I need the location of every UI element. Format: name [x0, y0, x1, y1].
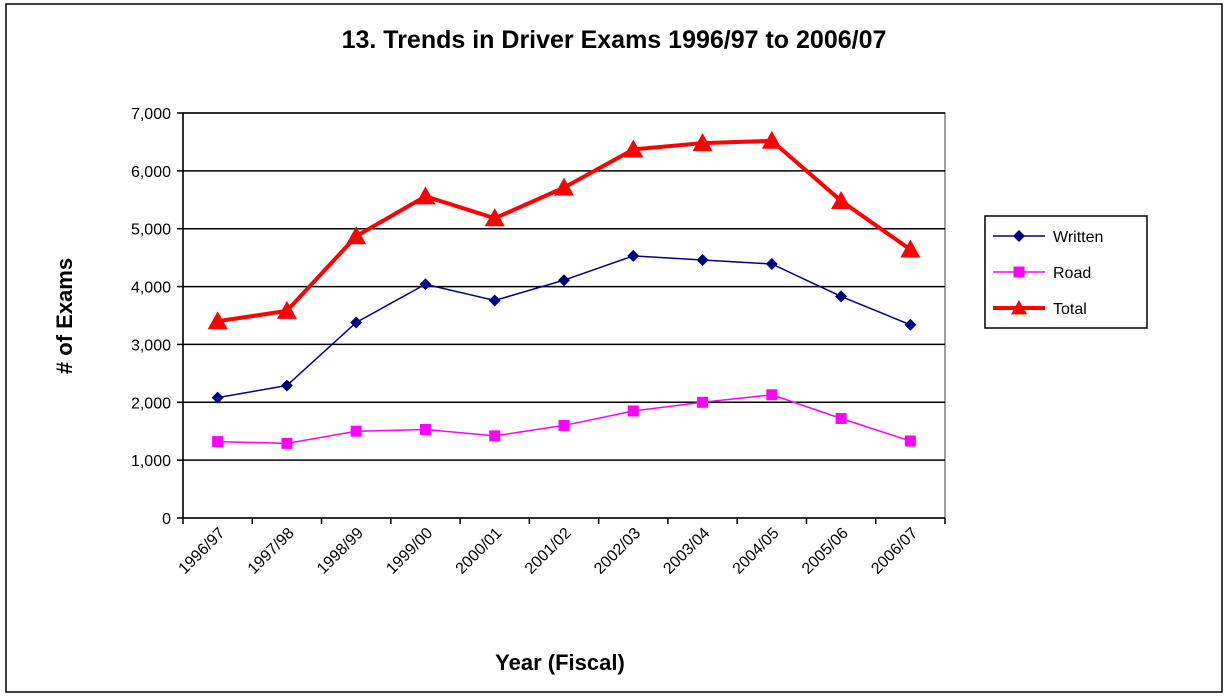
marker [904, 318, 917, 331]
chart-title: 13. Trends in Driver Exams 1996/97 to 20… [342, 26, 887, 54]
marker [488, 294, 501, 307]
marker [554, 177, 574, 196]
marker [835, 290, 848, 303]
y-tick-label: 1,000 [131, 453, 171, 470]
marker [419, 423, 431, 435]
marker [558, 274, 570, 287]
legend-marker [1013, 266, 1025, 278]
marker [696, 253, 709, 266]
plot-area [182, 112, 946, 519]
marker [692, 133, 713, 152]
marker [484, 208, 505, 227]
legend-marker [1011, 300, 1027, 315]
marker [900, 239, 921, 258]
marker [280, 379, 293, 392]
marker [489, 430, 501, 442]
marker [765, 258, 778, 271]
y-tick-label: 7,000 [131, 106, 171, 123]
y-tick-label: 6,000 [131, 164, 171, 181]
legend-label: Total [1053, 301, 1087, 318]
marker [207, 311, 228, 330]
legend-marker [1013, 230, 1025, 242]
marker [276, 300, 297, 319]
marker [627, 405, 639, 417]
marker [281, 437, 293, 449]
y-tick-label: 5,000 [131, 222, 171, 239]
legend-label: Written [1053, 229, 1103, 246]
y-tick-label: 4,000 [131, 280, 171, 297]
marker [415, 186, 436, 205]
marker [558, 419, 570, 431]
marker [350, 425, 362, 437]
marker [623, 139, 644, 158]
marker [346, 226, 367, 245]
marker [350, 316, 363, 329]
y-tick-label: 2,000 [131, 395, 171, 412]
marker [761, 130, 782, 149]
x-axis-title: Year (Fiscal) [495, 650, 625, 675]
marker [835, 412, 847, 424]
marker [904, 435, 916, 447]
marker [212, 436, 224, 448]
marker [766, 389, 778, 401]
y-axis-title: # of Exams [52, 258, 77, 374]
marker [627, 249, 640, 262]
y-tick-label: 0 [162, 511, 171, 528]
marker [211, 391, 224, 404]
legend-label: Road [1053, 265, 1091, 282]
marker [831, 190, 852, 209]
marker [697, 396, 709, 408]
y-tick-label: 3,000 [131, 337, 171, 354]
marker [419, 278, 432, 291]
